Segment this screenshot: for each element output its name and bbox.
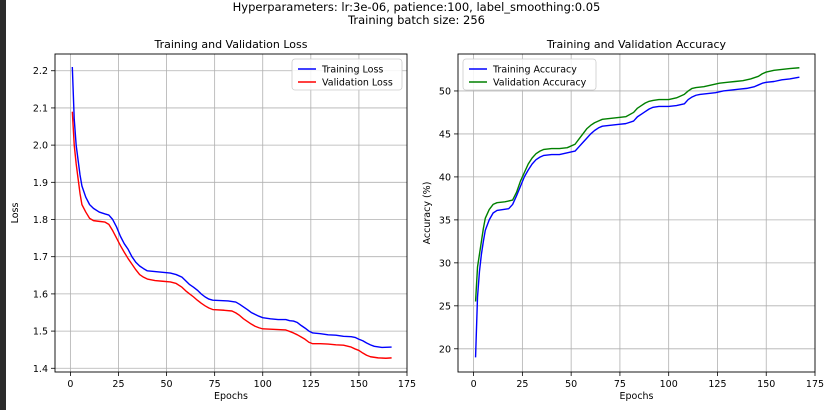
x-tick-label: 175 [398,379,416,390]
x-tick-label: 75 [209,379,221,390]
accuracy-chart: 0 25 50 75 100 125 150 175 20 25 30 35 40 45 50 Trainin… [422,38,824,402]
x-tick-label: 175 [806,379,824,390]
x-tick-label: 0 [471,379,477,390]
x-tick-label: 75 [614,379,626,390]
x-axis-label: Epochs [214,391,248,402]
y-tick-label: 2.1 [33,103,48,114]
y-tick-label: 2.2 [33,66,48,77]
x-tick-label: 125 [302,379,320,390]
x-tick-label: 25 [516,379,528,390]
figure-suptitle: Hyperparameters: lr:3e-06, patience:100,… [0,1,833,27]
x-tick-label: 150 [350,379,368,390]
y-tick-label: 40 [439,172,451,183]
x-tick-label: 25 [112,379,124,390]
loss-chart: 0 25 50 75 100 125 150 175 1.4 1.5 1.6 1.7 1.8 1.9 2.0… [10,38,416,402]
y-tick-label: 2.0 [33,141,48,152]
y-tick-label: 1.8 [33,215,48,226]
y-tick-label: 1.6 [33,289,48,300]
y-tick-label: 20 [439,344,451,355]
x-tick-label: 50 [565,379,577,390]
chart-title: Training and Validation Accuracy [546,38,727,51]
y-tick-label: 30 [439,258,451,269]
legend-box [462,58,597,91]
y-axis-label: Loss [10,203,21,224]
legend-box [291,58,403,91]
y-axis-label: Accuracy (%) [422,182,433,245]
legend-label: Validation Loss [322,78,393,89]
y-tick-label: 50 [439,86,451,97]
y-tick-label: 1.7 [33,252,48,263]
y-tick-label: 45 [439,129,451,140]
x-tick-label: 50 [161,379,173,390]
y-tick-label: 1.5 [33,327,48,338]
suptitle-line-1: Hyperparameters: lr:3e-06, patience:100,… [232,0,601,14]
legend: Training Accuracy Validation Accuracy [462,58,597,91]
legend-label: Training Loss [321,65,383,76]
plot-frame [54,53,408,373]
legend: Training Loss Validation Loss [291,58,403,91]
y-tick-label: 35 [439,215,451,226]
x-tick-label: 0 [67,379,73,390]
window-edge [0,0,6,410]
y-tick-label: 1.9 [33,178,48,189]
x-tick-label: 100 [254,379,272,390]
y-tick-label: 25 [439,301,451,312]
series-line-training-loss [71,66,392,349]
x-tick-label: 150 [757,379,775,390]
series-line-training-accuracy [474,76,800,358]
legend-label: Validation Accuracy [493,78,587,89]
plot-frame [457,53,816,373]
legend-label: Training Accuracy [492,65,577,76]
suptitle-line-2: Training batch size: 256 [348,13,485,27]
x-tick-label: 100 [660,379,678,390]
chart-title: Training and Validation Loss [153,38,307,51]
x-tick-label: 125 [708,379,726,390]
y-tick-label: 1.4 [33,364,48,375]
series-line-validation-loss [71,111,392,359]
x-axis-label: Epochs [619,391,653,402]
series-line-validation-accuracy [474,67,800,302]
